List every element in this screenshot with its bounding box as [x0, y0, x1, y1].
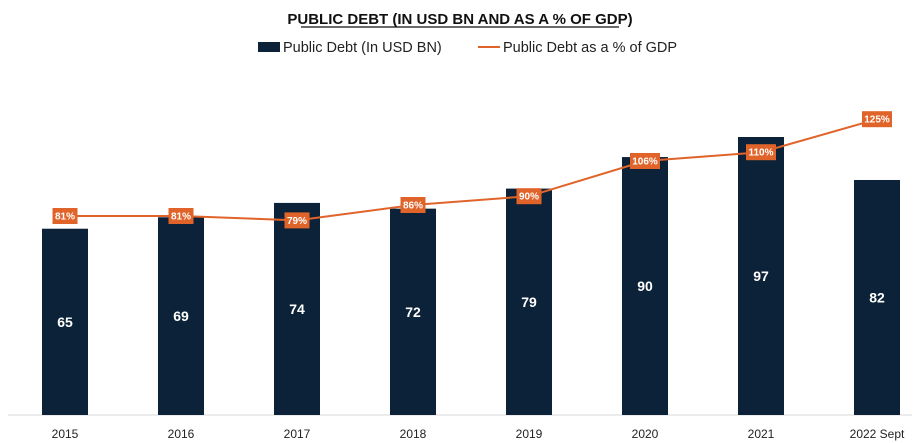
bar-2019 [506, 188, 552, 415]
bar-2017 [274, 202, 320, 415]
bar-value-labels: 65 69 74 72 79 90 97 82 [57, 268, 885, 330]
x-tick-label: 2015 [52, 427, 79, 441]
x-tick-label: 2020 [632, 427, 659, 441]
gdp-percentage-label: 86% [403, 201, 423, 212]
legend-swatch-bar [258, 42, 280, 52]
bar-value-label: 72 [405, 304, 421, 320]
bar-value-label: 97 [753, 268, 769, 284]
gdp-percentage-label: 79% [287, 216, 307, 227]
gdp-percentage-label: 81% [55, 212, 75, 223]
bar-value-label: 65 [57, 314, 73, 330]
bar-value-label: 79 [521, 294, 537, 310]
bar-2020 [622, 157, 668, 415]
gdp-percentage-label-box [284, 212, 310, 229]
bar-value-label: 74 [289, 301, 305, 317]
bar-2016 [158, 217, 204, 415]
gdp-percentage-label-box [52, 208, 78, 224]
x-tick-label: 2021 [748, 427, 775, 441]
x-tick-label: 2019 [516, 427, 543, 441]
gdp-percentage-label: 110% [748, 148, 773, 159]
gdp-percentage-label-box [516, 188, 542, 205]
x-tick-label: 2016 [168, 427, 195, 441]
x-tick-label: 2018 [400, 427, 427, 441]
x-tick-label: 2017 [284, 427, 311, 441]
bar-2022-sept [854, 179, 900, 415]
chart-title-group: PUBLIC DEBT (IN USD BN AND AS A % OF GDP… [287, 11, 632, 28]
gdp-percentage-label: 106% [632, 157, 658, 168]
x-tick-label: 2022 Sept [850, 427, 905, 441]
gdp-percentage-labels: 81% 81% 79% 86% 90% 106% 110% 125% [52, 111, 892, 229]
gdp-percentage-label: 81% [171, 212, 191, 223]
gdp-percentage-label: 90% [519, 192, 539, 203]
gdp-percentage-label-box [400, 197, 426, 213]
gdp-percentage-label-box [862, 111, 892, 128]
gdp-percentage-label-box [168, 208, 194, 224]
x-axis-tick-labels: 2015 2016 2017 2018 2019 2020 2021 2022 Sept [52, 427, 905, 441]
bar-value-label: 69 [173, 308, 189, 324]
bar-value-label: 90 [637, 278, 653, 294]
bar-2015 [42, 228, 88, 415]
gdp-percentage-label: 125% [864, 115, 890, 126]
bar-series [42, 137, 900, 415]
legend: Public Debt (In USD BN) Public Debt as a… [258, 40, 677, 56]
bar-2018 [390, 208, 436, 415]
gdp-percentage-line [65, 118, 878, 222]
gdp-percentage-label-box [630, 153, 660, 169]
legend-label-bar: Public Debt (In USD BN) [283, 40, 442, 56]
chart-title: PUBLIC DEBT (IN USD BN AND AS A % OF GDP… [287, 11, 632, 28]
legend-label-line: Public Debt as a % of GDP [503, 40, 677, 56]
gdp-percentage-label-box [746, 144, 776, 161]
bar-value-label: 82 [869, 289, 885, 305]
bar-2021 [738, 137, 784, 415]
